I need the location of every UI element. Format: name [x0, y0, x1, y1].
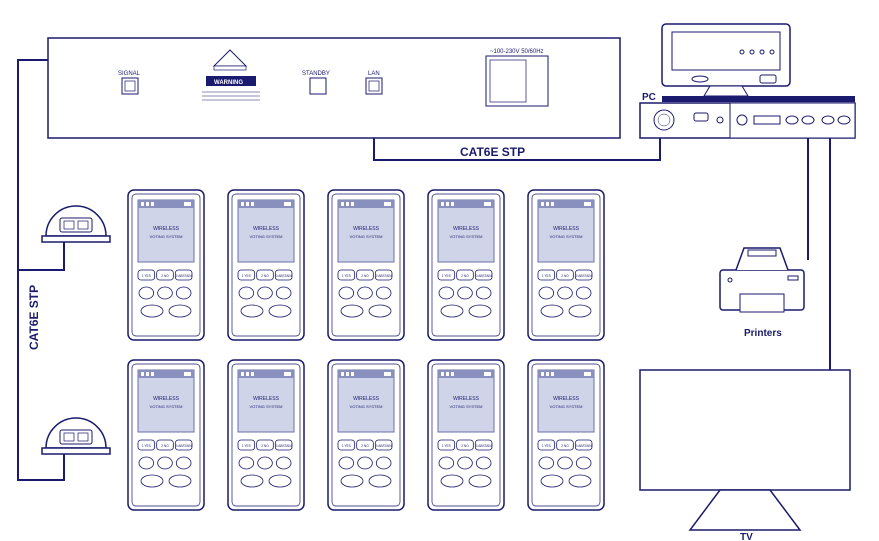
- handset-screen-text1: WIRELESS: [553, 396, 580, 402]
- handset-screen-text2: VOTING SYSTEM: [150, 234, 183, 239]
- svg-text:1 YES: 1 YES: [142, 274, 151, 278]
- handset-screen-text2: VOTING SYSTEM: [250, 234, 283, 239]
- svg-text:2 NO: 2 NO: [461, 274, 469, 278]
- handset-screen-text2: VOTING SYSTEM: [350, 234, 383, 239]
- handset-screen-text1: WIRELESS: [253, 396, 280, 402]
- handset-screen-text2: VOTING SYSTEM: [450, 404, 483, 409]
- handset: WIRELESS VOTING SYSTEM 1 YES 2 NO 3 ABSTAIN: [228, 190, 304, 340]
- tv: [640, 370, 850, 530]
- handset: WIRELESS VOTING SYSTEM 1 YES 2 NO 3 ABSTAIN: [528, 360, 604, 510]
- svg-text:3 ABSTAIN: 3 ABSTAIN: [476, 444, 493, 448]
- handset: WIRELESS VOTING SYSTEM 1 YES 2 NO 3 ABSTAIN: [528, 190, 604, 340]
- handset: WIRELESS VOTING SYSTEM 1 YES 2 NO 3 ABSTAIN: [228, 360, 304, 510]
- handset-screen-text1: WIRELESS: [353, 396, 380, 402]
- svg-text:3 ABSTAIN: 3 ABSTAIN: [576, 274, 593, 278]
- svg-text:1 YES: 1 YES: [542, 274, 551, 278]
- tv-label: TV: [740, 532, 753, 541]
- handset: WIRELESS VOTING SYSTEM 1 YES 2 NO 3 ABSTAIN: [128, 190, 204, 340]
- svg-text:1 YES: 1 YES: [242, 444, 251, 448]
- svg-text:3 ABSTAIN: 3 ABSTAIN: [176, 274, 193, 278]
- svg-text:3 ABSTAIN: 3 ABSTAIN: [276, 274, 293, 278]
- svg-text:2 NO: 2 NO: [561, 444, 569, 448]
- svg-text:3 ABSTAIN: 3 ABSTAIN: [476, 274, 493, 278]
- handset-screen-text2: VOTING SYSTEM: [350, 404, 383, 409]
- diagram-svg: CAT6E STP CAT6E STP SIGNAL WARNING STAND…: [0, 0, 879, 541]
- printer-label: Printers: [744, 328, 782, 339]
- handset-screen-text2: VOTING SYSTEM: [250, 404, 283, 409]
- dome-1: [42, 206, 110, 242]
- standby-label: STANDBY: [302, 71, 330, 77]
- handset-screen-text1: WIRELESS: [453, 396, 480, 402]
- lan-label: LAN: [368, 71, 380, 77]
- svg-text:2 NO: 2 NO: [361, 444, 369, 448]
- svg-text:3 ABSTAIN: 3 ABSTAIN: [176, 444, 193, 448]
- printer: [720, 248, 804, 312]
- svg-text:3 ABSTAIN: 3 ABSTAIN: [276, 444, 293, 448]
- warning-label: WARNING: [214, 80, 243, 86]
- power-label: ~100-230V 50/60Hz: [490, 49, 544, 55]
- svg-text:2 NO: 2 NO: [161, 444, 169, 448]
- handset: WIRELESS VOTING SYSTEM 1 YES 2 NO 3 ABSTAIN: [328, 360, 404, 510]
- handset: WIRELESS VOTING SYSTEM 1 YES 2 NO 3 ABSTAIN: [128, 360, 204, 510]
- cable2-label: CAT6E STP: [460, 145, 525, 159]
- svg-text:1 YES: 1 YES: [542, 444, 551, 448]
- signal-label: SIGNAL: [118, 71, 141, 77]
- handset-screen-text1: WIRELESS: [553, 226, 580, 232]
- svg-text:1 YES: 1 YES: [342, 274, 351, 278]
- svg-text:2 NO: 2 NO: [261, 274, 269, 278]
- pc-label: PC: [642, 92, 656, 103]
- handset-screen-text2: VOTING SYSTEM: [550, 404, 583, 409]
- svg-text:2 NO: 2 NO: [561, 274, 569, 278]
- svg-text:1 YES: 1 YES: [442, 274, 451, 278]
- svg-text:3 ABSTAIN: 3 ABSTAIN: [376, 444, 393, 448]
- handset-screen-text1: WIRELESS: [153, 396, 180, 402]
- svg-text:3 ABSTAIN: 3 ABSTAIN: [376, 274, 393, 278]
- handset-screen-text2: VOTING SYSTEM: [450, 234, 483, 239]
- pc-monitor: [662, 24, 790, 96]
- svg-text:1 YES: 1 YES: [442, 444, 451, 448]
- handset-screen-text1: WIRELESS: [453, 226, 480, 232]
- svg-text:2 NO: 2 NO: [161, 274, 169, 278]
- handset: WIRELESS VOTING SYSTEM 1 YES 2 NO 3 ABSTAIN: [328, 190, 404, 340]
- handset-screen-text1: WIRELESS: [253, 226, 280, 232]
- svg-text:1 YES: 1 YES: [242, 274, 251, 278]
- svg-text:2 NO: 2 NO: [261, 444, 269, 448]
- svg-text:3 ABSTAIN: 3 ABSTAIN: [576, 444, 593, 448]
- svg-text:2 NO: 2 NO: [361, 274, 369, 278]
- handset-screen-text1: WIRELESS: [353, 226, 380, 232]
- dome-2: [42, 418, 110, 454]
- main-unit: SIGNAL WARNING STANDBY LAN ~100-230V 50/…: [48, 38, 620, 138]
- handset-screen-text2: VOTING SYSTEM: [150, 404, 183, 409]
- handsets-group: WIRELESSVOTING SYSTEM1 YES2 NO3 ABSTAINW…: [128, 190, 604, 510]
- svg-text:2 NO: 2 NO: [461, 444, 469, 448]
- svg-text:1 YES: 1 YES: [142, 444, 151, 448]
- handset-screen-text1: WIRELESS: [153, 226, 180, 232]
- svg-text:1 YES: 1 YES: [342, 444, 351, 448]
- handset: WIRELESS VOTING SYSTEM 1 YES 2 NO 3 ABSTAIN: [428, 190, 504, 340]
- handset-screen-text2: VOTING SYSTEM: [550, 234, 583, 239]
- handset: WIRELESS VOTING SYSTEM 1 YES 2 NO 3 ABSTAIN: [428, 360, 504, 510]
- pc-tower: [640, 103, 855, 138]
- cable1-label: CAT6E STP: [27, 285, 41, 350]
